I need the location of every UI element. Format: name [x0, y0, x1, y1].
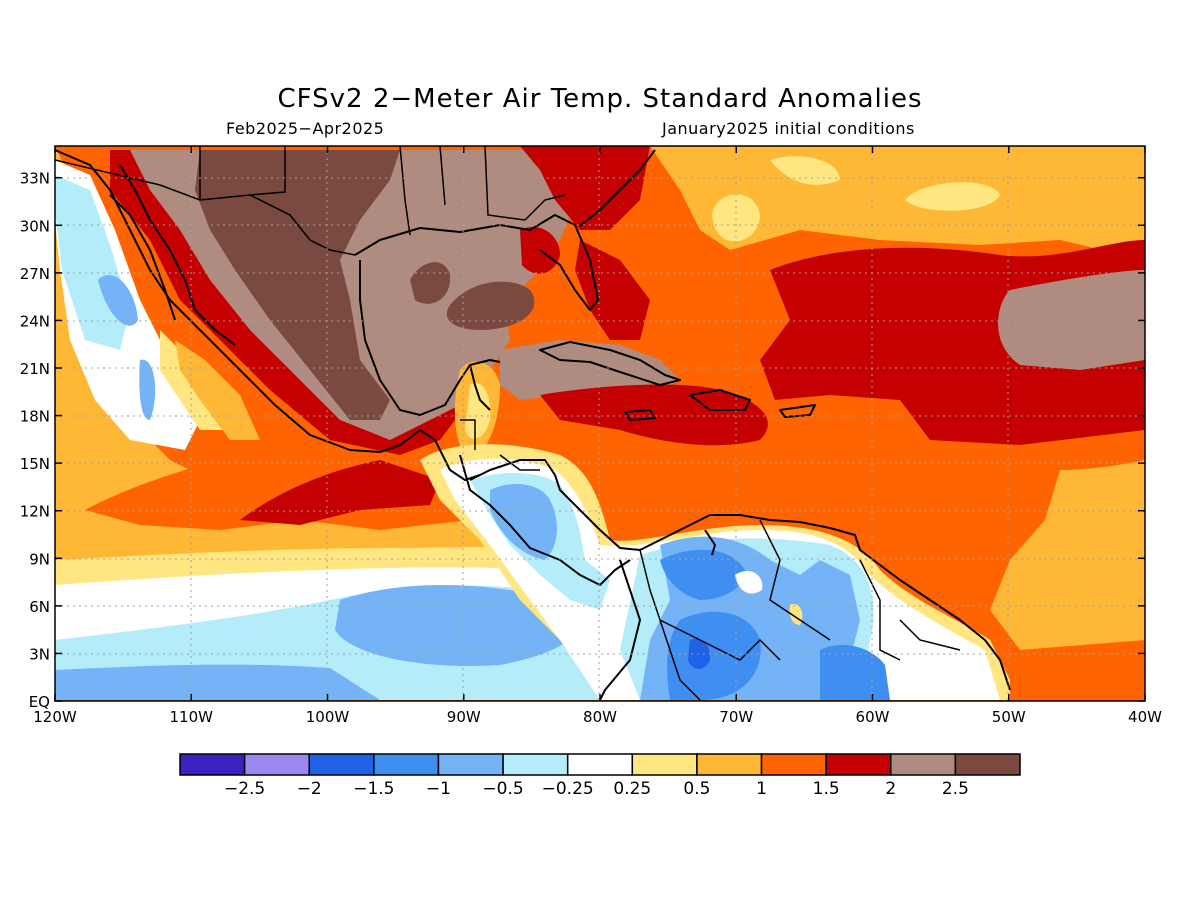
- colorbar-label: 1.5: [813, 779, 840, 799]
- colorbar-swatch: [437, 753, 504, 776]
- lon-label: 60W: [856, 708, 890, 726]
- anomaly-field: [55, 146, 1145, 701]
- colorbar-swatch: [954, 753, 1021, 776]
- grid-lines: [55, 146, 1145, 701]
- forecast-period: Feb2025−Apr2025: [226, 119, 385, 138]
- lon-label: 100W: [306, 708, 350, 726]
- colorbar-label: −1: [426, 779, 451, 799]
- lat-label: 9N: [29, 550, 50, 568]
- colorbar-swatch: [502, 753, 569, 776]
- colorbar-swatch: [760, 753, 827, 776]
- colorbar-label: 1: [756, 779, 767, 799]
- colorbar-swatch: [631, 753, 698, 776]
- lat-label: 30N: [20, 217, 50, 235]
- lon-label: 70W: [719, 708, 753, 726]
- colorbar-swatch: [696, 753, 763, 776]
- colorbar-label: −1.5: [353, 779, 394, 799]
- colorbar-swatch: [825, 753, 892, 776]
- colorbar-swatch: [243, 753, 310, 776]
- lon-label: 50W: [992, 708, 1026, 726]
- lat-label: 15N: [20, 455, 50, 473]
- lon-label: 110W: [170, 708, 214, 726]
- longitude-axis: 120W 110W 100W 90W 80W 70W 60W 50W 40W: [33, 146, 1162, 726]
- lat-label: 3N: [29, 645, 50, 663]
- colorbar-swatch: [890, 753, 957, 776]
- colorbar-label: 0.25: [613, 779, 651, 799]
- lat-label: 27N: [20, 265, 50, 283]
- lat-label: 33N: [20, 170, 50, 188]
- lon-label: 90W: [447, 708, 481, 726]
- colorbar-label: 2: [885, 779, 896, 799]
- lon-label: 40W: [1128, 708, 1162, 726]
- colorbar-label: −0.25: [542, 779, 594, 799]
- colorbar-swatch: [373, 753, 440, 776]
- lat-label: 12N: [20, 503, 50, 521]
- latitude-axis: EQ 3N 6N 9N 12N 15N 18N 21N 24N 27N 30N 33N: [20, 170, 1145, 711]
- colorbar-label: 0.5: [683, 779, 710, 799]
- colorbar-label: −0.5: [482, 779, 523, 799]
- colorbar-swatch: [566, 753, 634, 776]
- colorbar-swatch: [308, 753, 375, 776]
- colorbar-label: −2.5: [224, 779, 265, 799]
- lat-label: 24N: [20, 312, 50, 330]
- map-title: CFSv2 2−Meter Air Temp. Standard Anomali…: [277, 84, 923, 114]
- colorbar-swatch: [179, 753, 246, 776]
- colorbar-label: −2: [297, 779, 322, 799]
- colorbar-label: 2.5: [942, 779, 969, 799]
- lon-label: 80W: [583, 708, 617, 726]
- lat-label: 21N: [20, 360, 50, 378]
- coastlines: [55, 149, 1011, 701]
- lat-label: EQ: [29, 693, 50, 711]
- colorbar: −2.5 −2 −1.5 −1 −0.5 −0.25 0.25 0.5 1 1.5 2 2.5: [179, 753, 1021, 799]
- lat-label: 6N: [29, 598, 50, 616]
- borders: [55, 146, 961, 701]
- lat-label: 18N: [20, 408, 50, 426]
- initial-conditions-label: January2025 initial conditions: [662, 119, 915, 138]
- lon-label: 120W: [33, 708, 77, 726]
